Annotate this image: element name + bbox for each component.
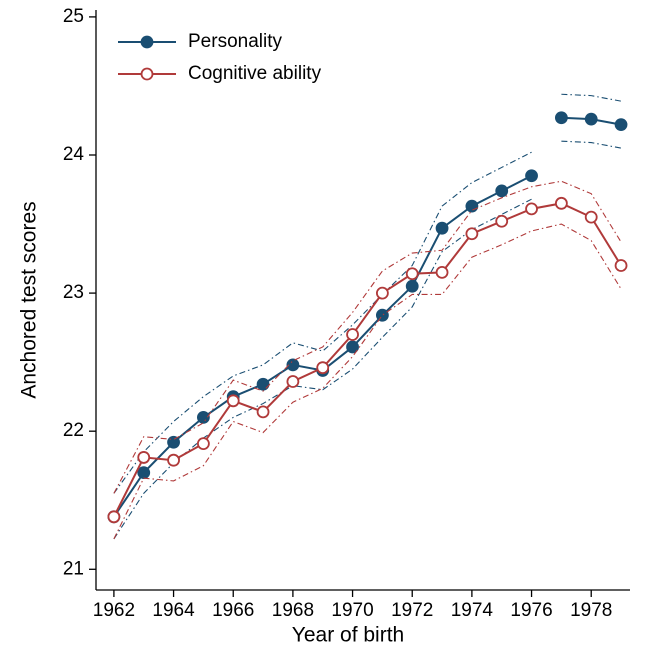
data-point bbox=[435, 221, 449, 235]
x-tick-label: 1968 bbox=[272, 600, 314, 621]
data-point bbox=[405, 279, 419, 293]
data-point bbox=[346, 340, 359, 354]
data-point bbox=[465, 199, 479, 213]
data-point bbox=[286, 358, 300, 372]
data-point bbox=[196, 410, 210, 424]
data-point bbox=[167, 435, 180, 449]
y-tick-label: 24 bbox=[63, 144, 85, 165]
data-point bbox=[584, 112, 598, 126]
legend-label: Cognitive ability bbox=[188, 63, 322, 84]
x-tick-label: 1962 bbox=[93, 600, 135, 621]
x-tick-label: 1964 bbox=[152, 600, 195, 621]
ci-upper-line bbox=[113, 180, 622, 494]
legend-marker bbox=[140, 35, 154, 49]
data-point bbox=[256, 405, 270, 419]
data-point bbox=[435, 265, 449, 279]
series-line bbox=[113, 202, 622, 518]
data-point bbox=[375, 308, 389, 322]
ci-lower-line bbox=[113, 223, 622, 540]
data-point bbox=[405, 267, 419, 281]
data-point bbox=[346, 328, 359, 341]
ci-lower-line bbox=[561, 140, 622, 149]
data-point bbox=[554, 111, 568, 125]
data-point bbox=[495, 214, 509, 228]
y-tick-label: 22 bbox=[63, 420, 84, 441]
y-tick-label: 23 bbox=[63, 282, 84, 303]
data-point bbox=[256, 377, 270, 391]
y-axis-label: Anchored test scores bbox=[18, 201, 41, 398]
data-point bbox=[375, 286, 389, 300]
data-point bbox=[525, 202, 538, 216]
data-point bbox=[614, 118, 628, 132]
legend-marker bbox=[140, 67, 154, 81]
y-tick-label: 21 bbox=[63, 558, 84, 579]
legend-label: Personality bbox=[188, 31, 282, 52]
x-tick-label: 1966 bbox=[212, 600, 254, 621]
x-tick-label: 1970 bbox=[331, 600, 373, 621]
x-tick-label: 1978 bbox=[570, 600, 612, 621]
x-tick-label: 1976 bbox=[510, 600, 552, 621]
data-point bbox=[614, 259, 628, 272]
data-point bbox=[137, 451, 151, 464]
x-tick-label: 1974 bbox=[451, 600, 494, 621]
data-point bbox=[167, 453, 180, 467]
data-point bbox=[107, 510, 121, 524]
data-point bbox=[226, 394, 240, 408]
data-point bbox=[465, 227, 479, 241]
data-point bbox=[137, 466, 151, 480]
y-tick-label: 25 bbox=[63, 6, 84, 27]
data-point bbox=[196, 437, 210, 451]
x-tick-label: 1972 bbox=[391, 600, 433, 621]
data-point bbox=[584, 210, 598, 224]
x-axis-label: Year of birth bbox=[292, 624, 404, 647]
ci-upper-line bbox=[561, 93, 622, 102]
data-point bbox=[495, 184, 509, 198]
data-point bbox=[286, 375, 300, 388]
data-point bbox=[316, 361, 330, 375]
data-point bbox=[525, 169, 538, 183]
data-point bbox=[554, 196, 568, 210]
